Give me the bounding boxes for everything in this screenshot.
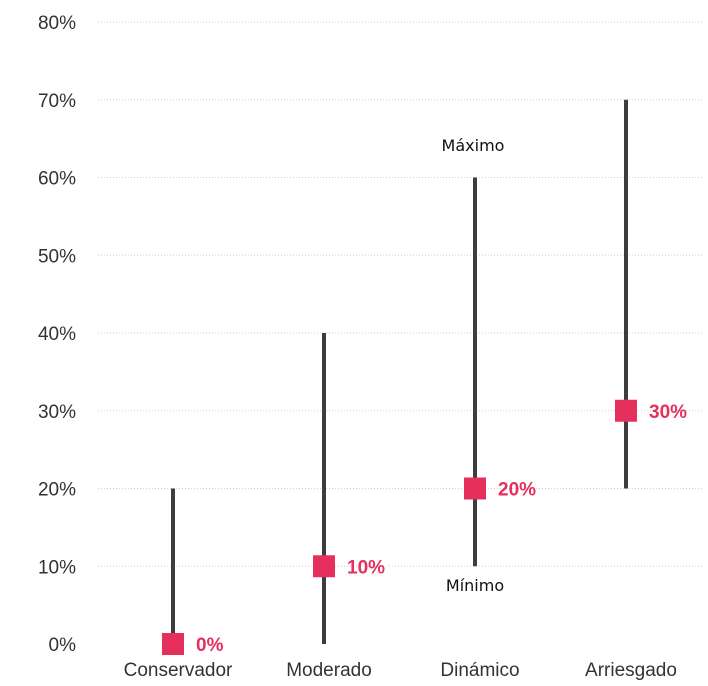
y-tick-label: 50% [38, 246, 76, 267]
point-label: 0% [196, 635, 224, 656]
category-label: Dinámico [440, 660, 519, 681]
max-annotation: Máximo [442, 136, 505, 155]
point-label: 20% [498, 480, 536, 501]
min-annotation: Mínimo [446, 576, 504, 595]
point-label: 30% [649, 402, 687, 423]
category-label: Arriesgado [585, 660, 677, 681]
y-tick-label: 40% [38, 324, 76, 345]
range-lines [171, 99, 628, 644]
y-tick-label: 20% [38, 480, 76, 501]
y-tick-label: 10% [38, 557, 76, 578]
gridlines [98, 21, 702, 567]
point-marker [313, 555, 335, 578]
y-tick-label: 30% [38, 402, 76, 423]
x-axis: Conservador Moderado Dinámico Arriesgado [124, 660, 677, 681]
y-axis: 0% 10% 20% 30% 40% 50% 60% 70% 80% [38, 13, 76, 656]
y-tick-label: 70% [38, 91, 76, 112]
annotations: Máximo Mínimo [442, 136, 505, 595]
y-tick-label: 0% [49, 635, 77, 656]
y-tick-label: 80% [38, 13, 76, 34]
point-marker [162, 633, 184, 655]
point-marker [615, 399, 637, 422]
data-labels: 0% 10% 20% 30% [196, 402, 687, 656]
point-markers [162, 399, 637, 655]
category-label: Moderado [286, 660, 372, 681]
y-tick-label: 60% [38, 169, 76, 190]
point-label: 10% [347, 557, 385, 578]
point-marker [464, 477, 486, 500]
category-label: Conservador [124, 660, 233, 681]
